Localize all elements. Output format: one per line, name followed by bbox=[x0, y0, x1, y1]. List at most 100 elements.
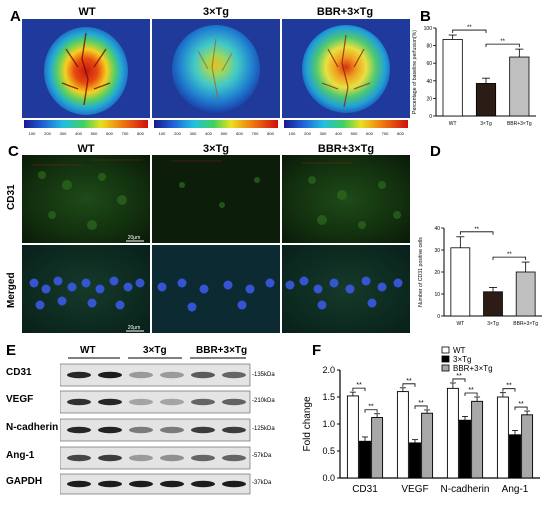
bar bbox=[409, 442, 421, 479]
nucleus bbox=[53, 276, 63, 286]
scale-tick-label: 300 bbox=[190, 131, 197, 136]
bar bbox=[346, 395, 359, 479]
nucleus bbox=[329, 278, 339, 288]
nucleus bbox=[377, 282, 387, 292]
sig-bracket bbox=[402, 383, 416, 387]
sig-marker: ** bbox=[418, 400, 424, 407]
scale-tick-label: 100 bbox=[159, 131, 166, 136]
blot-band bbox=[191, 398, 215, 406]
kda-ncadherin: -125kDa bbox=[252, 426, 275, 432]
y-tick-label: 0 bbox=[429, 114, 432, 120]
scale-tick-label: 800 bbox=[397, 131, 404, 136]
western-blot bbox=[60, 357, 251, 495]
nucleus bbox=[361, 276, 371, 286]
sig-bracket bbox=[514, 406, 528, 411]
nucleus bbox=[265, 278, 275, 288]
bar bbox=[521, 414, 534, 479]
blot-band bbox=[67, 426, 91, 434]
nucleus bbox=[41, 284, 51, 294]
blot-group-3xtg: 3×Tg bbox=[143, 345, 167, 356]
bar bbox=[509, 434, 521, 479]
sig-marker: ** bbox=[474, 227, 479, 233]
y-tick-label: 20 bbox=[426, 96, 432, 102]
bar bbox=[515, 271, 536, 317]
nucleus bbox=[299, 276, 309, 286]
blot-band bbox=[222, 371, 246, 379]
scale-tick-label: 400 bbox=[75, 131, 82, 136]
sig-marker: ** bbox=[456, 373, 462, 380]
blot-band bbox=[191, 480, 215, 488]
blot-band bbox=[222, 480, 246, 488]
bar bbox=[442, 39, 463, 117]
panel-c-title-3xtg: 3×Tg bbox=[203, 143, 229, 155]
y-tick-label: 80 bbox=[426, 44, 432, 50]
x-tick-label: 3×Tg bbox=[487, 321, 499, 327]
scale-tick-label: 500 bbox=[221, 131, 228, 136]
scale-tick-label: 800 bbox=[137, 131, 144, 136]
blot-band bbox=[67, 371, 91, 379]
scale-bar-label-merged: 20μm bbox=[128, 325, 141, 331]
y-tick-label: 20 bbox=[434, 270, 440, 276]
blot-strip bbox=[60, 418, 251, 442]
blot-label-ang1: Ang-1 bbox=[6, 450, 35, 461]
blot-strip bbox=[60, 363, 251, 387]
sig-marker: ** bbox=[506, 383, 512, 390]
blot-band bbox=[98, 480, 122, 488]
row-label-merged: Merged bbox=[6, 272, 17, 308]
scale-tick-label: 600 bbox=[366, 131, 373, 136]
y-tick-label: 1.0 bbox=[322, 419, 335, 429]
panel-a-title-bbr: BBR+3×Tg bbox=[316, 6, 374, 18]
sig-bracket bbox=[492, 256, 527, 261]
blot-band bbox=[160, 398, 184, 406]
sig-marker: ** bbox=[356, 382, 362, 389]
blot-band bbox=[129, 426, 153, 434]
blot-band bbox=[129, 398, 153, 406]
nucleus bbox=[67, 282, 77, 292]
y-tick-label: 40 bbox=[426, 79, 432, 85]
sig-marker: ** bbox=[468, 387, 474, 394]
blot-label-vegf: VEGF bbox=[6, 394, 34, 405]
nucleus bbox=[285, 280, 295, 290]
bar bbox=[421, 412, 434, 479]
nucleus bbox=[177, 278, 187, 288]
blot-band bbox=[98, 454, 122, 462]
kda-vegf: -210kDa bbox=[252, 398, 275, 404]
legend-label: WT bbox=[453, 346, 466, 355]
scale-tick-label: 200 bbox=[44, 131, 51, 136]
nucleus bbox=[345, 284, 355, 294]
bar bbox=[359, 440, 371, 479]
blot-band bbox=[222, 426, 246, 434]
blot-band bbox=[129, 454, 153, 462]
nucleus bbox=[317, 300, 327, 310]
blot-band bbox=[191, 454, 215, 462]
nucleus bbox=[223, 280, 233, 290]
kda-gapdh: -37kDa bbox=[252, 480, 272, 486]
x-tick-label: CD31 bbox=[352, 484, 378, 495]
scale-tick-label: 400 bbox=[335, 131, 342, 136]
scale-tick-label: 700 bbox=[252, 131, 259, 136]
blot-band bbox=[160, 480, 184, 488]
chart-f: 0.0 0.5 1.0 1.5 2.0 Fold change ** ** CD31 ** ** VE… bbox=[302, 346, 540, 495]
sig-bracket bbox=[452, 29, 487, 34]
nucleus bbox=[123, 282, 133, 292]
nucleus bbox=[95, 284, 105, 294]
bar bbox=[496, 396, 509, 479]
nucleus bbox=[313, 284, 323, 294]
panel-a-title-wt: WT bbox=[78, 6, 96, 18]
scale-tick-label: 300 bbox=[60, 131, 67, 136]
scale-tick-label: 200 bbox=[174, 131, 181, 136]
microscopy-grid: 20μm 20μm bbox=[22, 155, 410, 333]
perfusion-image-strip: 100 200 300 400 500 600 700 800 100 200 300 400 500 6… bbox=[22, 19, 410, 136]
blot-band bbox=[129, 480, 153, 488]
blot-band bbox=[98, 426, 122, 434]
x-tick-label: VEGF bbox=[401, 484, 428, 495]
row-label-cd31: CD31 bbox=[6, 184, 17, 210]
bar bbox=[446, 387, 459, 479]
y-tick-label: 2.0 bbox=[322, 365, 335, 375]
scale-tick-label: 500 bbox=[351, 131, 358, 136]
panel-a-label: A bbox=[10, 8, 21, 25]
blot-band bbox=[98, 371, 122, 379]
blot-band bbox=[160, 454, 184, 462]
scale-tick-label: 100 bbox=[29, 131, 36, 136]
blot-band bbox=[191, 371, 215, 379]
